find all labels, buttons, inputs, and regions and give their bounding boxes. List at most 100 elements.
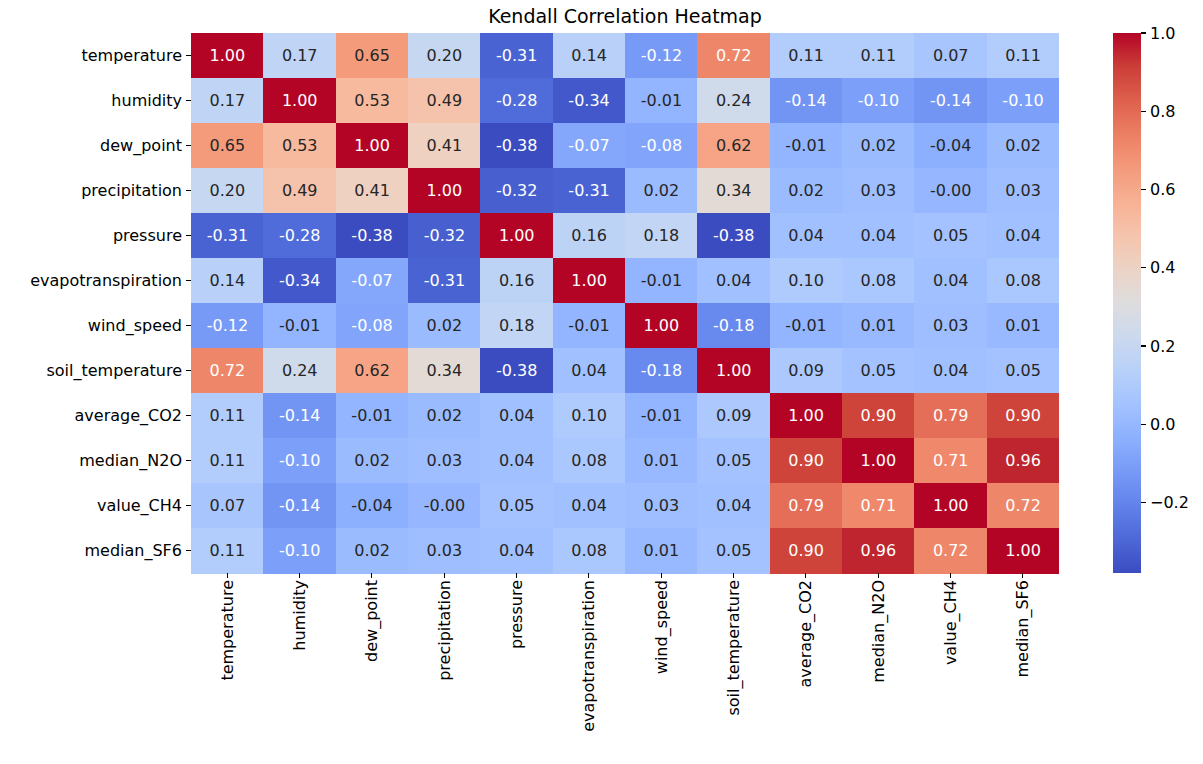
colorbar-tick-label: 1.0	[1150, 24, 1175, 43]
heatmap-cell: -0.38	[480, 348, 553, 394]
heatmap-cell: 0.05	[987, 348, 1060, 394]
heatmap-cell: 0.90	[770, 438, 843, 484]
heatmap-cell: -0.10	[842, 78, 915, 124]
chart-title: Kendall Correlation Heatmap	[191, 5, 1059, 27]
y-axis-tick-mark	[186, 55, 191, 56]
heatmap-cell: 1.00	[336, 123, 409, 169]
heatmap-cell: -0.31	[408, 258, 481, 304]
y-tick-label: value_CH4	[0, 496, 182, 515]
heatmap-cell: -0.14	[770, 78, 843, 124]
heatmap-cell: 0.04	[697, 258, 770, 304]
heatmap-cell: -0.14	[263, 483, 336, 529]
y-axis-tick-mark	[186, 100, 191, 101]
heatmap-cell: 0.72	[914, 528, 987, 574]
heatmap-cell: -0.38	[480, 123, 553, 169]
colorbar-tick-mark	[1141, 345, 1146, 346]
y-axis-tick-mark	[186, 325, 191, 326]
heatmap-cell: 0.24	[697, 78, 770, 124]
heatmap-cell: -0.01	[770, 123, 843, 169]
x-axis-tick-mark	[444, 573, 445, 578]
heatmap-cell: -0.12	[625, 33, 698, 79]
x-axis-tick-mark	[805, 573, 806, 578]
heatmap-cell: 1.00	[263, 78, 336, 124]
heatmap-cell: -0.32	[480, 168, 553, 214]
heatmap-cell: -0.18	[697, 303, 770, 349]
heatmap-cell: 0.72	[191, 348, 264, 394]
heatmap-cell: -0.01	[553, 303, 626, 349]
heatmap-cell: 0.53	[263, 123, 336, 169]
heatmap-cell: 0.04	[480, 528, 553, 574]
heatmap-cell: 1.00	[770, 393, 843, 439]
heatmap-cell: 1.00	[987, 528, 1060, 574]
colorbar-tick-mark	[1141, 189, 1146, 190]
heatmap-cell: 0.02	[408, 393, 481, 439]
colorbar-tick-mark	[1141, 32, 1146, 33]
heatmap-cell: 0.72	[697, 33, 770, 79]
x-tick-label: soil_temperature	[724, 580, 743, 716]
heatmap-cell: 0.02	[842, 123, 915, 169]
heatmap-cell: 0.20	[191, 168, 264, 214]
heatmap-cell: 0.90	[987, 393, 1060, 439]
x-axis-tick-mark	[950, 573, 951, 578]
heatmap-cell: 0.96	[987, 438, 1060, 484]
y-axis-tick-mark	[186, 460, 191, 461]
heatmap-cell: 0.02	[770, 168, 843, 214]
heatmap-cell: 0.07	[914, 33, 987, 79]
heatmap-cell: 0.17	[191, 78, 264, 124]
heatmap-cell: -0.38	[697, 213, 770, 259]
heatmap-cell: -0.31	[191, 213, 264, 259]
heatmap-cell: 0.03	[914, 303, 987, 349]
heatmap-cell: -0.07	[336, 258, 409, 304]
heatmap-cell: -0.14	[914, 78, 987, 124]
heatmap-cell: 0.01	[625, 528, 698, 574]
heatmap-cell: 0.18	[480, 303, 553, 349]
heatmap-cell: 0.03	[408, 528, 481, 574]
colorbar-tick-label: 0.6	[1150, 180, 1175, 199]
heatmap-cell: 0.10	[553, 393, 626, 439]
heatmap-cell: 0.62	[697, 123, 770, 169]
x-axis-tick-mark	[299, 573, 300, 578]
heatmap-cell: 0.49	[408, 78, 481, 124]
x-tick-label: temperature	[218, 580, 237, 681]
y-tick-label: wind_speed	[0, 316, 182, 335]
heatmap-cell: -0.08	[625, 123, 698, 169]
heatmap-cell: 0.03	[842, 168, 915, 214]
heatmap-cell: 1.00	[914, 483, 987, 529]
heatmap-cell: 0.90	[770, 528, 843, 574]
x-axis-tick-mark	[878, 573, 879, 578]
x-tick-label: evapotranspiration	[579, 580, 598, 732]
y-axis-tick-mark	[186, 280, 191, 281]
heatmap-cell: 0.09	[697, 393, 770, 439]
heatmap-cell: 0.14	[191, 258, 264, 304]
heatmap-cell: 0.08	[553, 438, 626, 484]
heatmap-cell: 0.01	[987, 303, 1060, 349]
heatmap-cell: 1.00	[842, 438, 915, 484]
heatmap-cell: 0.05	[842, 348, 915, 394]
heatmap-cell: 0.24	[263, 348, 336, 394]
heatmap-cell: 0.34	[408, 348, 481, 394]
heatmap-cell: 0.65	[336, 33, 409, 79]
heatmap-cell: 0.03	[625, 483, 698, 529]
heatmap-cell: -0.00	[408, 483, 481, 529]
x-axis-tick-mark	[516, 573, 517, 578]
heatmap-cell: 0.05	[697, 438, 770, 484]
colorbar-tick-label: 0.2	[1150, 337, 1175, 356]
heatmap-cell: 0.71	[842, 483, 915, 529]
heatmap-cell: 0.71	[914, 438, 987, 484]
heatmap-cell: 0.04	[914, 348, 987, 394]
x-tick-label: median_N2O	[869, 580, 888, 683]
heatmap-cell: -0.10	[263, 528, 336, 574]
heatmap-cell: 0.02	[408, 303, 481, 349]
heatmap-cell: 0.11	[191, 438, 264, 484]
x-tick-label: pressure	[507, 580, 526, 649]
x-tick-label: value_CH4	[941, 580, 960, 665]
colorbar-tick-label: 0.0	[1150, 415, 1175, 434]
y-axis-tick-mark	[186, 550, 191, 551]
colorbar-tick-mark	[1141, 111, 1146, 112]
heatmap-cell: 0.49	[263, 168, 336, 214]
heatmap-cell: -0.01	[625, 78, 698, 124]
heatmap-cell: -0.31	[553, 168, 626, 214]
heatmap-cell: -0.01	[770, 303, 843, 349]
heatmap-cell: 0.17	[263, 33, 336, 79]
x-axis-tick-mark	[1022, 573, 1023, 578]
